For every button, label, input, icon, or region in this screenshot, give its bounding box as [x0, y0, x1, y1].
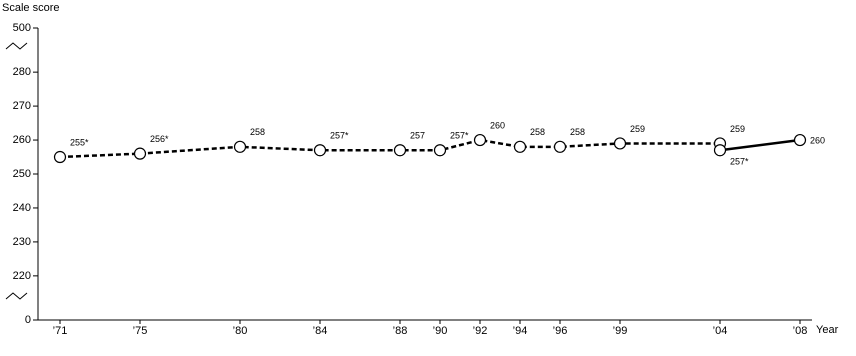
y-tick-label: 0	[25, 314, 31, 326]
data-point	[713, 144, 727, 157]
data-point	[53, 150, 67, 164]
data-point	[133, 147, 147, 160]
y-tick-label: 280	[13, 66, 31, 78]
data-point	[393, 144, 407, 157]
data-point	[313, 144, 327, 157]
value-label: 258	[250, 127, 265, 137]
x-tick-label: ’75	[133, 325, 148, 337]
value-label: 258	[570, 127, 585, 137]
value-label: 259	[730, 124, 745, 134]
value-label: 260	[810, 135, 825, 145]
x-tick-label: ’96	[553, 325, 568, 337]
data-point	[233, 140, 247, 153]
value-label: 260	[490, 120, 505, 130]
data-point	[513, 140, 527, 153]
x-tick-label: ’99	[613, 325, 628, 337]
value-label: 257*	[330, 131, 349, 141]
value-label: 258	[530, 127, 545, 137]
x-tick-label: ’90	[433, 325, 448, 337]
data-point	[473, 133, 487, 147]
value-label: 255*	[70, 137, 89, 147]
y-tick-label: 220	[13, 270, 31, 282]
x-tick-label: ’94	[513, 325, 528, 337]
value-label: 259	[630, 124, 645, 134]
y-axis-label: Scale score	[2, 2, 59, 14]
x-tick-label: ’80	[233, 325, 248, 337]
value-label: 257*	[450, 131, 469, 141]
y-tick-label: 250	[13, 168, 31, 180]
y-tick-label: 260	[13, 134, 31, 146]
x-tick-label: ’04	[713, 325, 728, 337]
x-tick-label: ’92	[473, 325, 488, 337]
value-label: 256*	[150, 134, 169, 144]
x-axis-label: Year	[816, 324, 839, 336]
x-tick-label: ’88	[393, 325, 408, 337]
y-tick-label: 270	[13, 100, 31, 112]
x-tick-label: ’71	[53, 325, 68, 337]
x-tick-label: ’08	[793, 325, 808, 337]
x-tick-label: ’84	[313, 325, 328, 337]
data-point	[553, 140, 567, 153]
data-point	[433, 144, 447, 157]
value-label: 257*	[730, 157, 749, 167]
axis-break	[5, 292, 28, 300]
value-label: 257	[410, 131, 425, 141]
data-point	[793, 133, 807, 147]
data-point	[613, 137, 627, 150]
series-line	[719, 138, 801, 152]
y-tick-label: 500	[13, 22, 31, 34]
axis-break	[5, 42, 28, 50]
y-tick-label: 230	[13, 236, 31, 248]
y-tick-label: 240	[13, 202, 31, 214]
